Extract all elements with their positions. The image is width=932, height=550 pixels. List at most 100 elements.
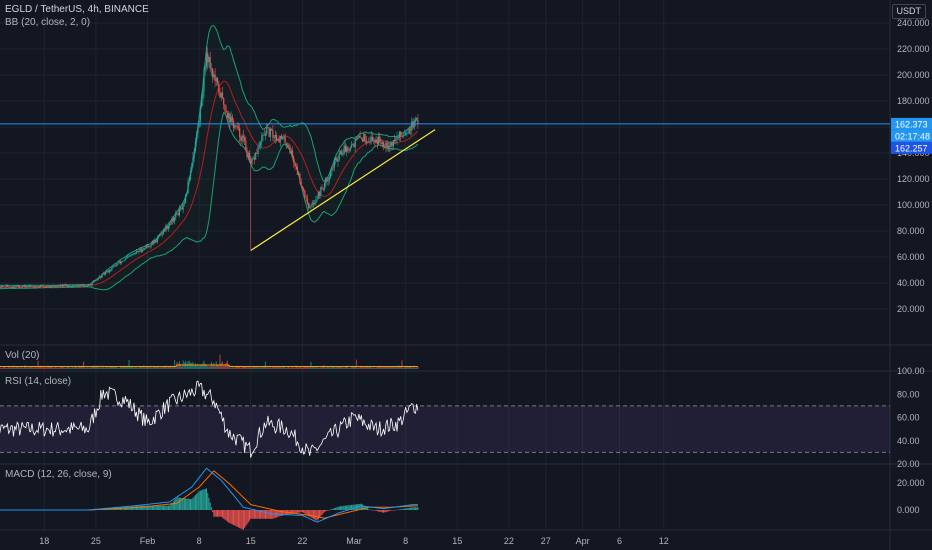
- macd-histogram-bar: [147, 505, 148, 510]
- volume-bar: [22, 367, 24, 369]
- macd-histogram-bar: [347, 505, 349, 510]
- volume-bar: [191, 363, 193, 369]
- volume-bar: [305, 365, 307, 369]
- macd-histogram-bar: [249, 510, 251, 521]
- volume-bar: [205, 365, 208, 369]
- macd-histogram-bar: [134, 506, 136, 510]
- candle-body: [57, 285, 59, 287]
- volume-bar: [81, 365, 83, 369]
- candle-body: [135, 251, 138, 254]
- volume-bar: [130, 366, 133, 369]
- rsi-pane[interactable]: [0, 380, 890, 458]
- volume-bar: [148, 365, 150, 369]
- volume-bar: [259, 366, 262, 369]
- volume-bar: [377, 365, 380, 369]
- volume-bar: [139, 366, 141, 369]
- candle-body: [375, 139, 377, 143]
- volume-bar: [119, 365, 122, 369]
- volume-bar: [113, 366, 115, 369]
- macd-line: [0, 467, 418, 523]
- candle-body: [299, 173, 301, 182]
- volume-bar: [293, 367, 295, 369]
- macd-histogram-bar: [201, 490, 203, 510]
- candle-body: [373, 140, 375, 141]
- candle-body: [403, 134, 405, 136]
- volume-bar: [141, 367, 144, 369]
- candle-body: [300, 181, 302, 187]
- macd-histogram-bar: [198, 491, 200, 510]
- macd-histogram-bar: [396, 509, 398, 511]
- macd-histogram-bar: [371, 510, 373, 511]
- volume-bar: [110, 366, 112, 369]
- candle-body: [28, 285, 31, 287]
- macd-histogram-bar: [258, 510, 260, 519]
- candle-body: [381, 142, 383, 144]
- symbol-title[interactable]: EGLD / TetherUS, 4h, BINANCE: [5, 4, 149, 15]
- candle-body: [370, 136, 372, 142]
- candle-body: [69, 285, 71, 287]
- macd-histogram-bar: [137, 505, 139, 510]
- macd-histogram-bar: [172, 501, 174, 510]
- candle-body: [203, 68, 205, 92]
- volume-bar: [73, 367, 75, 369]
- volume-bar: [108, 367, 110, 369]
- macd-histogram-bar: [319, 510, 321, 518]
- vol-legend[interactable]: Vol (20): [5, 350, 40, 361]
- candle-body: [258, 145, 260, 147]
- volume-bar: [151, 367, 154, 369]
- currency-button[interactable]: USDT: [891, 4, 926, 19]
- volume-bar: [358, 367, 360, 369]
- volume-bar: [334, 367, 337, 369]
- candle-body: [150, 244, 152, 246]
- candle-body: [245, 140, 247, 151]
- volume-bar: [175, 367, 177, 369]
- candle-body: [288, 144, 290, 147]
- macd-histogram-bar: [233, 510, 235, 525]
- rsi-legend[interactable]: RSI (14, close): [5, 376, 72, 387]
- candle-body: [307, 203, 310, 208]
- candle-body: [5, 285, 7, 288]
- candle-body: [311, 202, 313, 206]
- macd-histogram-bar: [324, 510, 325, 512]
- candle-body: [208, 57, 210, 63]
- macd-pane[interactable]: [0, 467, 419, 530]
- candle-body: [235, 125, 237, 127]
- macd-histogram-bar: [170, 504, 172, 510]
- volume-bar: [284, 367, 286, 369]
- candle-body: [385, 142, 387, 147]
- macd-histogram-bar: [162, 505, 164, 510]
- volume-bar: [46, 367, 48, 369]
- volume-bar: [118, 367, 120, 369]
- candle-body: [124, 258, 126, 261]
- volume-bar: [123, 365, 125, 369]
- last-price-tag: 162.373: [895, 119, 928, 129]
- macd-legend[interactable]: MACD (12, 26, close, 9): [5, 469, 112, 480]
- candle-body: [200, 100, 203, 107]
- candle-body: [310, 205, 312, 207]
- bb-legend[interactable]: BB (20, close, 2, 0): [5, 17, 91, 28]
- volume-bar: [161, 367, 163, 369]
- y-tick-label: 120.000: [897, 174, 930, 184]
- volume-bar: [165, 365, 167, 369]
- candle-body: [224, 104, 226, 111]
- macd-histogram-bar: [299, 510, 301, 513]
- price-pane[interactable]: [0, 25, 890, 291]
- candle-body: [146, 245, 149, 247]
- macd-histogram-bar: [242, 510, 244, 530]
- candle-body: [49, 285, 51, 288]
- candle-body: [188, 179, 190, 182]
- macd-histogram-bar: [230, 510, 232, 524]
- y-tick-label: 80.000: [897, 226, 925, 236]
- rsi-tick-label: 40.00: [897, 436, 920, 446]
- macd-tick-label: 0.000: [897, 505, 920, 515]
- volume-bar: [327, 366, 329, 369]
- macd-histogram-bar: [314, 510, 316, 520]
- volume-bar: [138, 366, 140, 369]
- volume-bar: [180, 363, 182, 369]
- x-tick-label: 15: [246, 536, 256, 546]
- macd-histogram-bar: [139, 505, 141, 510]
- volume-pane[interactable]: [0, 354, 419, 369]
- volume-bar: [231, 365, 233, 369]
- macd-histogram-bar: [196, 493, 198, 510]
- candle-body: [41, 285, 43, 286]
